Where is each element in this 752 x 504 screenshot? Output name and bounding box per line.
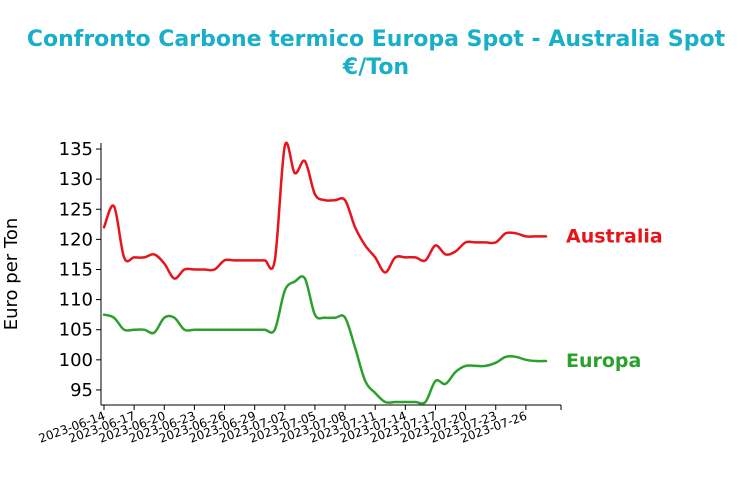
y-tick-label: 120 [59,229,93,250]
series-labels: Australia Europa [566,225,663,372]
y-tick-label: 130 [59,169,93,190]
y-tick-label: 105 [59,320,93,341]
y-tick-label: 125 [59,199,93,220]
y-tick-label: 115 [59,259,93,280]
series-label-europa: Europa [566,350,641,372]
chart-title: Confronto Carbone termico Europa Spot - … [26,27,726,52]
y-tick-label: 135 [59,139,93,160]
y-tick-label: 95 [70,380,93,401]
y-axis-ticks: 95 100 105 110 115 120 125 130 135 [59,139,101,401]
y-tick-label: 110 [59,290,93,311]
series-line-australia [102,141,548,280]
y-tick-label: 100 [59,350,93,371]
x-axis-ticks: 2023-06-142023-06-172023-06-202023-06-23… [37,405,562,446]
series-lines [102,141,548,405]
series-line-europa [102,275,548,405]
axes [100,143,561,406]
y-axis-label: Euro per Ton [1,218,22,331]
series-label-australia: Australia [566,225,663,247]
chart-subtitle: €/Ton [342,55,410,80]
